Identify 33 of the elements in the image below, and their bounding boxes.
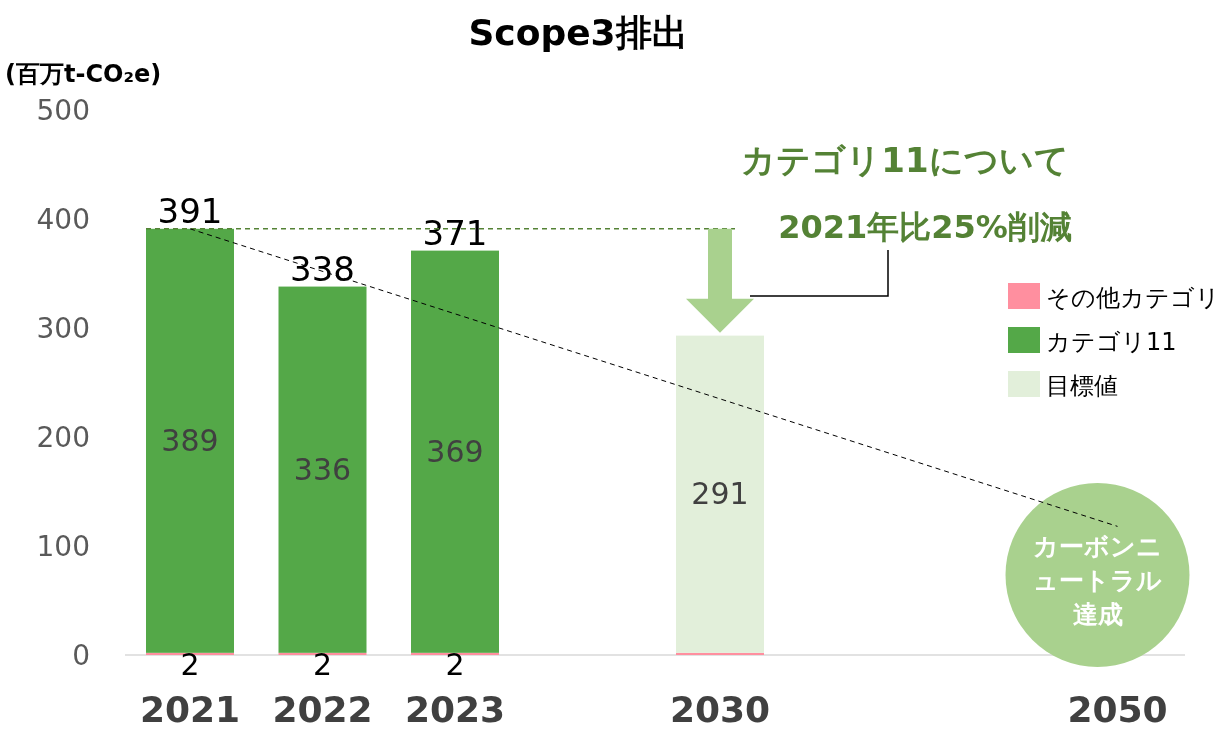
data-label: 389: [161, 422, 219, 458]
y-tick-label: 0: [72, 639, 90, 672]
y-tick-label: 100: [36, 530, 90, 563]
y-tick-label: 200: [36, 421, 90, 454]
annotation: カーボンニュートラル達成: [1032, 531, 1163, 631]
bar: [676, 652, 764, 655]
data-label: 369: [426, 433, 484, 469]
legend-label: その他カテゴリ: [1046, 284, 1219, 312]
chart-title: Scope3排出: [468, 12, 688, 53]
data-label: 2: [180, 647, 200, 682]
x-tick-label: 2023: [404, 689, 506, 730]
total-label: 371: [422, 212, 488, 253]
y-tick-label: 500: [36, 94, 90, 127]
x-tick-label: 2030: [669, 689, 771, 730]
annotation: 2021年比25%削減: [778, 208, 1072, 246]
bar: [146, 228, 234, 653]
data-label: 2: [445, 647, 465, 682]
bar: [411, 250, 499, 653]
y-tick-label: 300: [36, 312, 90, 345]
x-tick-label: 2050: [1067, 689, 1168, 730]
total-label: 391: [157, 190, 223, 231]
x-tick-label: 2022: [272, 689, 373, 730]
data-label: 336: [293, 451, 352, 487]
y-tick-label: 400: [36, 203, 90, 236]
annotation: カテゴリ11について: [741, 140, 1069, 180]
data-label: 2: [312, 647, 333, 682]
total-label: 338: [290, 248, 355, 289]
data-label: 291: [691, 476, 749, 512]
legend-label: カテゴリ11: [1046, 328, 1177, 356]
bar: [278, 286, 367, 653]
legend-label: 目標値: [1046, 372, 1118, 400]
x-tick-label: 2021: [139, 689, 241, 730]
y-axis-title: (百万t-CO₂e): [5, 60, 162, 88]
